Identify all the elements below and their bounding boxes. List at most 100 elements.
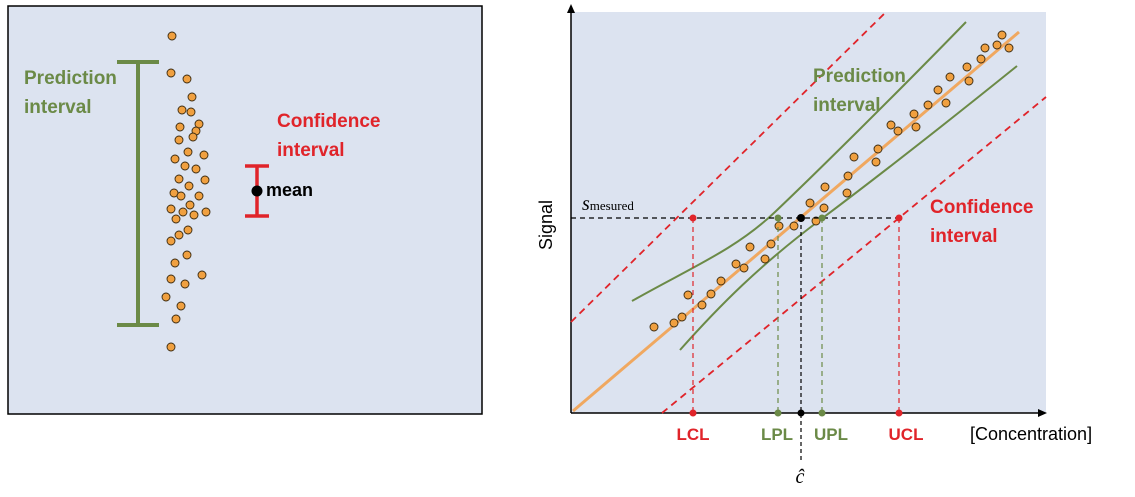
left-confidence-label-line2: interval — [277, 140, 345, 161]
calibration-dot — [805, 198, 815, 208]
calibration-dot — [911, 122, 921, 132]
sample-dot — [201, 207, 211, 217]
sample-dot — [180, 161, 190, 171]
y-axis-label: Signal — [536, 200, 556, 250]
calibration-dot — [992, 40, 1002, 50]
mean-label: mean — [266, 180, 313, 200]
lcl-label: LCL — [676, 425, 709, 444]
calibration-dot — [842, 188, 852, 198]
lcl-intersection — [689, 214, 697, 222]
calibration-dot — [871, 157, 881, 167]
sample-dot — [178, 207, 188, 217]
c-hat-intersection — [797, 214, 805, 222]
sample-dot — [183, 147, 193, 157]
lpl-intersection — [774, 214, 782, 222]
sample-dot — [166, 204, 176, 214]
ucl-label: UCL — [889, 425, 924, 444]
calibration-dot — [731, 259, 741, 269]
right-prediction-label-line2: interval — [813, 95, 881, 116]
calibration-dot — [683, 290, 693, 300]
sample-dot — [175, 122, 185, 132]
ucl-axis-marker — [895, 409, 903, 417]
sample-dot — [174, 135, 184, 145]
right-panel: LCL LPL UPL UCL ĉ [Concentration] Signal… — [536, 4, 1092, 488]
calibration-dot — [893, 126, 903, 136]
lpl-label: LPL — [761, 425, 793, 444]
sample-dot — [161, 292, 171, 302]
lpl-axis-marker — [774, 409, 782, 417]
prediction-interval-bar — [117, 60, 159, 327]
upl-intersection — [818, 214, 826, 222]
sample-dot — [166, 236, 176, 246]
x-axis-arrow — [1038, 409, 1047, 417]
calibration-dot — [941, 98, 951, 108]
calibration-dot — [739, 263, 749, 273]
sample-dot — [184, 181, 194, 191]
sample-dot — [174, 230, 184, 240]
sample-dot — [166, 274, 176, 284]
calibration-dot — [873, 144, 883, 154]
calibration-dot — [909, 109, 919, 119]
left-panel-background — [7, 5, 483, 415]
calibration-dot — [962, 62, 972, 72]
calibration-dot — [819, 203, 829, 213]
x-axis-label: [Concentration] — [970, 424, 1092, 444]
upl-axis-marker — [818, 409, 826, 417]
calibration-dot — [716, 276, 726, 286]
sample-dot — [180, 279, 190, 289]
left-prediction-label-line2: interval — [24, 97, 92, 118]
sample-dot — [200, 175, 210, 185]
calibration-dot — [820, 182, 830, 192]
sample-dot — [194, 191, 204, 201]
calibration-dot — [649, 322, 659, 332]
ucl-intersection — [895, 214, 903, 222]
sample-dot — [176, 191, 186, 201]
calibration-dot — [849, 152, 859, 162]
calibration-points — [649, 30, 1014, 332]
sample-dot — [185, 200, 195, 210]
sample-dot — [170, 154, 180, 164]
left-confidence-label-line1: Confidence — [277, 111, 380, 132]
regression-line — [572, 30, 1020, 413]
calibration-dot — [964, 76, 974, 86]
sample-dot — [176, 301, 186, 311]
sample-dot — [188, 132, 198, 142]
sample-dot — [171, 314, 181, 324]
right-prediction-label-line1: Prediction — [813, 66, 906, 87]
lcl-axis-marker — [689, 409, 697, 417]
sample-dot — [183, 225, 193, 235]
sample-dot — [187, 92, 197, 102]
calibration-dot — [976, 54, 986, 64]
confidence-band-lines — [570, 11, 1047, 414]
sample-dot — [189, 210, 199, 220]
sample-dot — [167, 31, 177, 41]
sample-dot — [191, 164, 201, 174]
calibration-dot — [1004, 43, 1014, 53]
calibration-dot — [774, 221, 784, 231]
calibration-dot — [933, 85, 943, 95]
right-confidence-label-line2: interval — [930, 226, 998, 247]
sample-dot — [182, 74, 192, 84]
y-axis-arrow — [567, 4, 575, 13]
c-hat-label: ĉ — [796, 466, 806, 488]
c-hat-axis-marker — [797, 409, 805, 417]
s-measured-label: smesured — [582, 193, 634, 215]
sample-dot — [171, 214, 181, 224]
calibration-dot — [669, 318, 679, 328]
calibration-dot — [706, 289, 716, 299]
calibration-dot — [923, 100, 933, 110]
calibration-dot — [945, 72, 955, 82]
axes — [567, 4, 1047, 417]
calibration-dot — [677, 312, 687, 322]
sample-dot — [182, 250, 192, 260]
calibration-dot — [980, 43, 990, 53]
left-panel: Prediction interval mean Confidence inte… — [7, 5, 483, 415]
s-measured-subscript: mesured — [590, 198, 635, 213]
calibration-dot — [766, 239, 776, 249]
calibration-dot — [697, 300, 707, 310]
sample-dot — [174, 174, 184, 184]
sample-dot — [186, 107, 196, 117]
calibration-dot — [997, 30, 1007, 40]
left-prediction-label-line1: Prediction — [24, 68, 117, 89]
